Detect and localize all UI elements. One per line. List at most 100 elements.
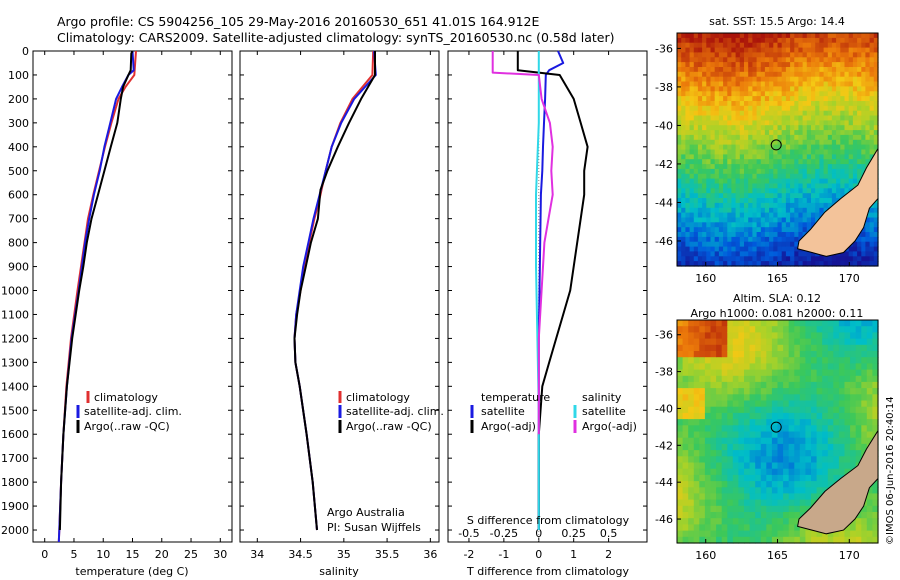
heatmap-cell <box>806 139 812 146</box>
heatmap-cell <box>844 67 850 73</box>
heatmap-cell <box>852 33 858 39</box>
heatmap-cell <box>766 412 773 420</box>
heatmap-cell <box>727 164 733 170</box>
heatmap-cell <box>727 431 734 439</box>
heatmap-cell <box>681 246 686 253</box>
heatmap-cell <box>790 134 795 141</box>
heatmap-cell <box>677 332 684 340</box>
heatmap-cell <box>677 207 682 214</box>
heatmap-cell <box>744 375 751 383</box>
heatmap-cell <box>827 381 834 389</box>
heatmap-cell <box>716 487 723 495</box>
heatmap-cell <box>794 493 801 501</box>
heatmap-cell <box>799 431 806 439</box>
heatmap-cell <box>697 110 703 117</box>
heatmap-cell <box>794 96 800 102</box>
heatmap-cell <box>844 130 850 136</box>
heatmap-cell <box>755 357 762 364</box>
heatmap-cell <box>760 120 766 126</box>
heatmap-cell <box>806 67 812 73</box>
heatmap-cell <box>685 86 691 92</box>
heatmap-cell <box>689 212 695 219</box>
heatmap-cell <box>723 81 728 87</box>
heatmap-cell <box>865 57 871 63</box>
heatmap-cell <box>738 363 745 371</box>
heatmap-cell <box>857 130 862 136</box>
heatmap-cell <box>798 33 804 39</box>
heatmap-cell <box>769 81 774 87</box>
heatmap-cell <box>816 412 823 420</box>
heatmap-cell <box>738 381 745 389</box>
heatmap-cell <box>727 481 734 488</box>
heatmap-cell <box>861 101 867 107</box>
heatmap-cell <box>844 159 850 165</box>
heatmap-cell <box>836 76 841 83</box>
heatmap-cell <box>732 518 739 525</box>
heatmap-cell <box>869 86 875 92</box>
heatmap-cell <box>823 81 829 87</box>
heatmap-cell <box>699 425 706 433</box>
heatmap-cell <box>749 512 756 519</box>
heatmap-cell <box>710 164 716 170</box>
heatmap-cell <box>831 154 837 160</box>
heatmap-cell <box>785 198 791 204</box>
heatmap-cell <box>823 57 829 63</box>
heatmap-cell <box>718 202 724 209</box>
heatmap-cell <box>773 37 779 44</box>
heatmap-cell <box>738 326 745 333</box>
heatmap-cell <box>811 222 816 228</box>
heatmap-cell <box>702 164 707 170</box>
heatmap-cell <box>790 251 795 257</box>
heatmap-cell <box>823 183 829 189</box>
heatmap-cell <box>688 437 695 445</box>
heatmap-cell <box>844 530 851 538</box>
heatmap-cell <box>716 394 723 402</box>
heatmap-cell <box>831 33 837 39</box>
heatmap-cell <box>731 86 737 92</box>
heatmap-cell <box>735 144 741 151</box>
heatmap-cell <box>827 198 833 204</box>
heatmap-cell <box>756 86 762 92</box>
heatmap-cell <box>848 91 854 97</box>
heatmap-cell <box>752 105 758 112</box>
heatmap-cell <box>844 91 850 97</box>
heatmap-cell <box>840 164 846 170</box>
heatmap-cell <box>831 81 837 87</box>
heatmap-cell <box>873 202 879 209</box>
heatmap-cell <box>732 369 739 377</box>
heatmap-cell <box>693 481 700 488</box>
heatmap-cell <box>760 462 767 470</box>
heatmap-cell <box>718 101 724 107</box>
heatmap-cell <box>685 154 691 160</box>
heatmap-cell <box>783 388 790 395</box>
x-tick-label: 34.5 <box>288 548 313 561</box>
heatmap-cell <box>704 326 712 333</box>
heatmap-cell <box>777 134 783 141</box>
heatmap-cell <box>714 144 720 151</box>
heatmap-cell <box>794 261 800 267</box>
heatmap-cell <box>739 207 745 214</box>
heatmap-cell <box>739 256 745 262</box>
salinity-xlabel: salinity <box>319 565 359 578</box>
heatmap-cell <box>869 91 875 97</box>
heatmap-cell <box>760 134 766 141</box>
heatmap-cell <box>869 71 875 78</box>
heatmap-cell <box>836 183 841 189</box>
heatmap-cell <box>811 159 816 165</box>
heatmap-cell <box>727 62 733 68</box>
heatmap-cell <box>783 344 790 352</box>
heatmap-cell <box>852 139 858 146</box>
heatmap-cell <box>697 134 703 141</box>
heatmap-cell <box>831 91 837 97</box>
heatmap-cell <box>748 193 753 199</box>
heatmap-cell <box>861 130 867 136</box>
heatmap-cell <box>714 52 720 58</box>
heatmap-cell <box>710 505 717 513</box>
heatmap-cell <box>771 351 779 358</box>
heatmap-cell <box>681 120 686 126</box>
heatmap-cell <box>693 37 699 44</box>
map-y-tick-label: -42 <box>655 439 673 452</box>
heatmap-cell <box>815 178 820 185</box>
heatmap-cell <box>781 168 787 175</box>
heatmap-cell <box>827 168 833 175</box>
